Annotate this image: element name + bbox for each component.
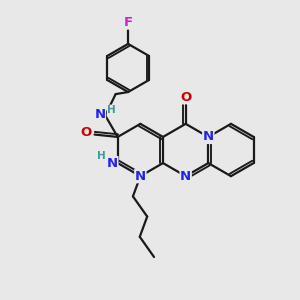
Text: O: O [81, 126, 92, 139]
Text: N: N [135, 170, 146, 183]
Text: N: N [180, 170, 191, 183]
Text: N: N [94, 107, 105, 121]
Text: F: F [124, 16, 133, 29]
Text: N: N [203, 130, 214, 143]
Text: H: H [97, 151, 106, 160]
Text: O: O [180, 91, 191, 103]
Text: N: N [107, 157, 118, 169]
Text: H: H [107, 105, 116, 115]
